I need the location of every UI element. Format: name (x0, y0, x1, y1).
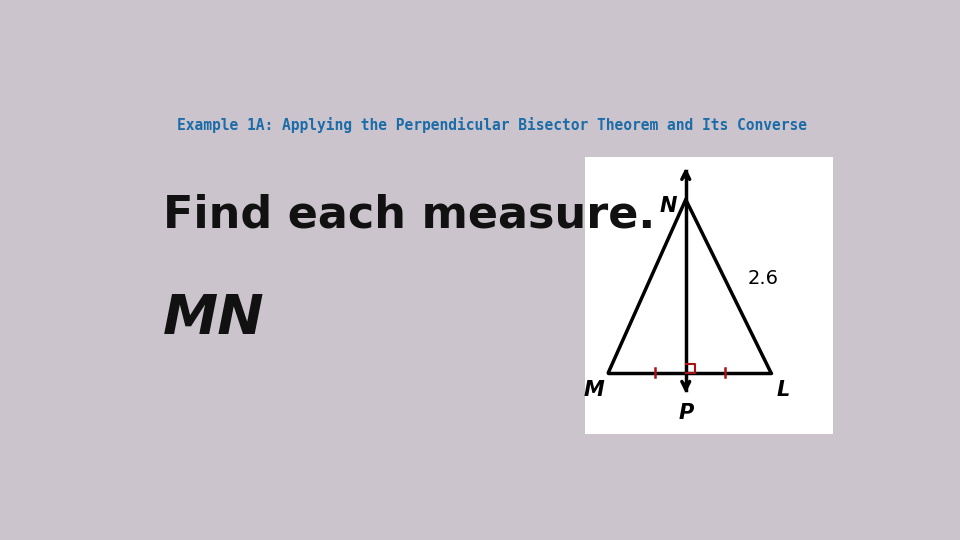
Text: 2.6: 2.6 (748, 269, 779, 288)
Text: MN: MN (162, 292, 264, 346)
Text: N: N (660, 195, 678, 215)
Text: P: P (678, 403, 693, 423)
Text: Example 1A: Applying the Perpendicular Bisector Theorem and Its Converse: Example 1A: Applying the Perpendicular B… (177, 117, 807, 133)
Text: L: L (777, 380, 790, 400)
Bar (585, 157, 833, 434)
Text: Find each measure.: Find each measure. (162, 193, 655, 237)
Text: M: M (584, 380, 605, 400)
